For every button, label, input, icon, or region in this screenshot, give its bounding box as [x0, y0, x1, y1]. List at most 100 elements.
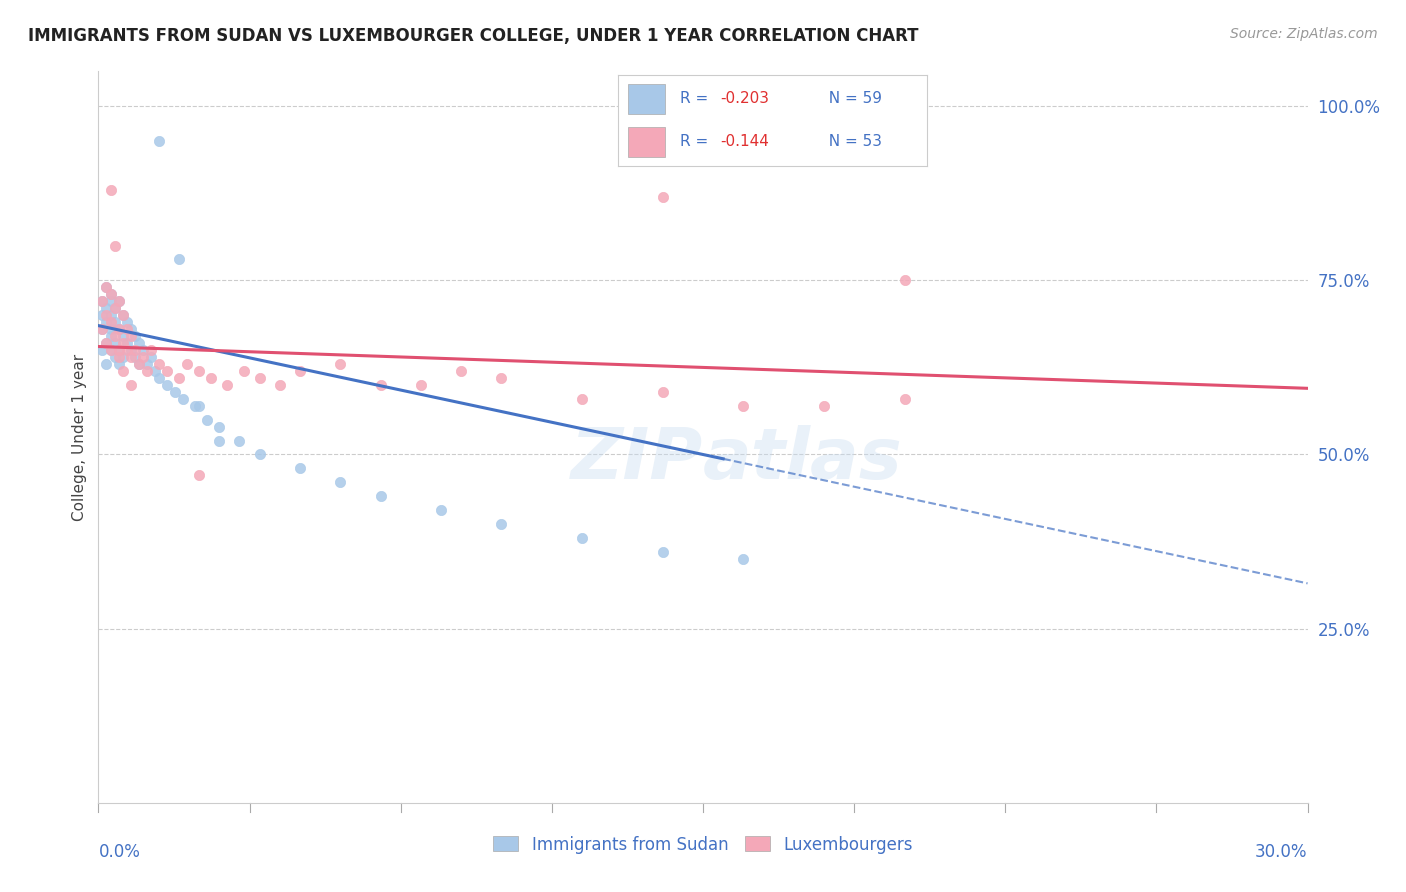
Point — [124, 343, 146, 357]
Point — [103, 350, 125, 364]
Point — [651, 545, 673, 559]
Point — [96, 280, 118, 294]
Point — [103, 336, 125, 351]
Point — [288, 364, 311, 378]
Point — [103, 301, 125, 316]
Point — [167, 371, 190, 385]
Point — [96, 308, 118, 322]
Point — [100, 287, 122, 301]
Point — [107, 350, 129, 364]
Point — [167, 252, 190, 267]
Point — [96, 301, 118, 316]
Point — [172, 392, 194, 406]
Point — [100, 287, 122, 301]
Point — [100, 308, 122, 322]
Point — [100, 183, 122, 197]
Point — [115, 336, 138, 351]
Point — [733, 399, 755, 413]
Point — [100, 315, 122, 329]
Point — [571, 392, 593, 406]
Point — [120, 322, 142, 336]
Point — [91, 343, 114, 357]
Point — [148, 371, 170, 385]
Point — [217, 377, 239, 392]
Point — [100, 343, 122, 357]
Point — [813, 399, 835, 413]
Point — [120, 377, 142, 392]
Point — [91, 308, 114, 322]
Point — [107, 357, 129, 371]
Point — [195, 412, 218, 426]
Point — [128, 336, 150, 351]
Point — [115, 343, 138, 357]
Point — [107, 343, 129, 357]
Point — [176, 357, 198, 371]
Point — [96, 336, 118, 351]
Point — [115, 315, 138, 329]
Point — [103, 315, 125, 329]
Point — [156, 364, 179, 378]
Point — [128, 357, 150, 371]
Point — [232, 364, 254, 378]
Point — [651, 190, 673, 204]
Point — [893, 273, 915, 287]
Point — [107, 322, 129, 336]
Text: Source: ZipAtlas.com: Source: ZipAtlas.com — [1230, 27, 1378, 41]
Point — [96, 315, 118, 329]
Point — [100, 294, 122, 309]
Point — [100, 329, 122, 343]
Point — [96, 336, 118, 351]
Point — [120, 350, 142, 364]
Text: 30.0%: 30.0% — [1256, 843, 1308, 861]
Point — [139, 350, 162, 364]
Point — [96, 357, 118, 371]
Point — [111, 329, 134, 343]
Point — [148, 134, 170, 148]
Point — [91, 322, 114, 336]
Text: 0.0%: 0.0% — [98, 843, 141, 861]
Point — [100, 343, 122, 357]
Point — [571, 531, 593, 545]
Point — [103, 238, 125, 252]
Point — [200, 371, 222, 385]
Point — [111, 308, 134, 322]
Point — [228, 434, 250, 448]
Point — [148, 357, 170, 371]
Point — [111, 336, 134, 351]
Text: atlas: atlas — [703, 425, 903, 493]
Point — [208, 419, 231, 434]
Point — [91, 322, 114, 336]
Point — [184, 399, 207, 413]
Point — [188, 364, 211, 378]
Point — [269, 377, 291, 392]
Point — [288, 461, 311, 475]
Point — [115, 322, 138, 336]
Point — [132, 343, 155, 357]
Point — [329, 475, 352, 490]
Point — [111, 364, 134, 378]
Point — [111, 350, 134, 364]
Point — [491, 517, 513, 532]
Point — [120, 343, 142, 357]
Point — [132, 350, 155, 364]
Point — [107, 343, 129, 357]
Point — [143, 364, 166, 378]
Point — [163, 384, 186, 399]
Point — [370, 377, 392, 392]
Point — [430, 503, 453, 517]
Point — [135, 364, 157, 378]
Point — [249, 371, 271, 385]
Point — [111, 308, 134, 322]
Point — [188, 468, 211, 483]
Point — [139, 343, 162, 357]
Point — [249, 448, 271, 462]
Point — [188, 399, 211, 413]
Point — [156, 377, 179, 392]
Point — [107, 294, 129, 309]
Point — [91, 294, 114, 309]
Point — [103, 301, 125, 316]
Point — [491, 371, 513, 385]
Point — [103, 329, 125, 343]
Point — [124, 350, 146, 364]
Point — [107, 322, 129, 336]
